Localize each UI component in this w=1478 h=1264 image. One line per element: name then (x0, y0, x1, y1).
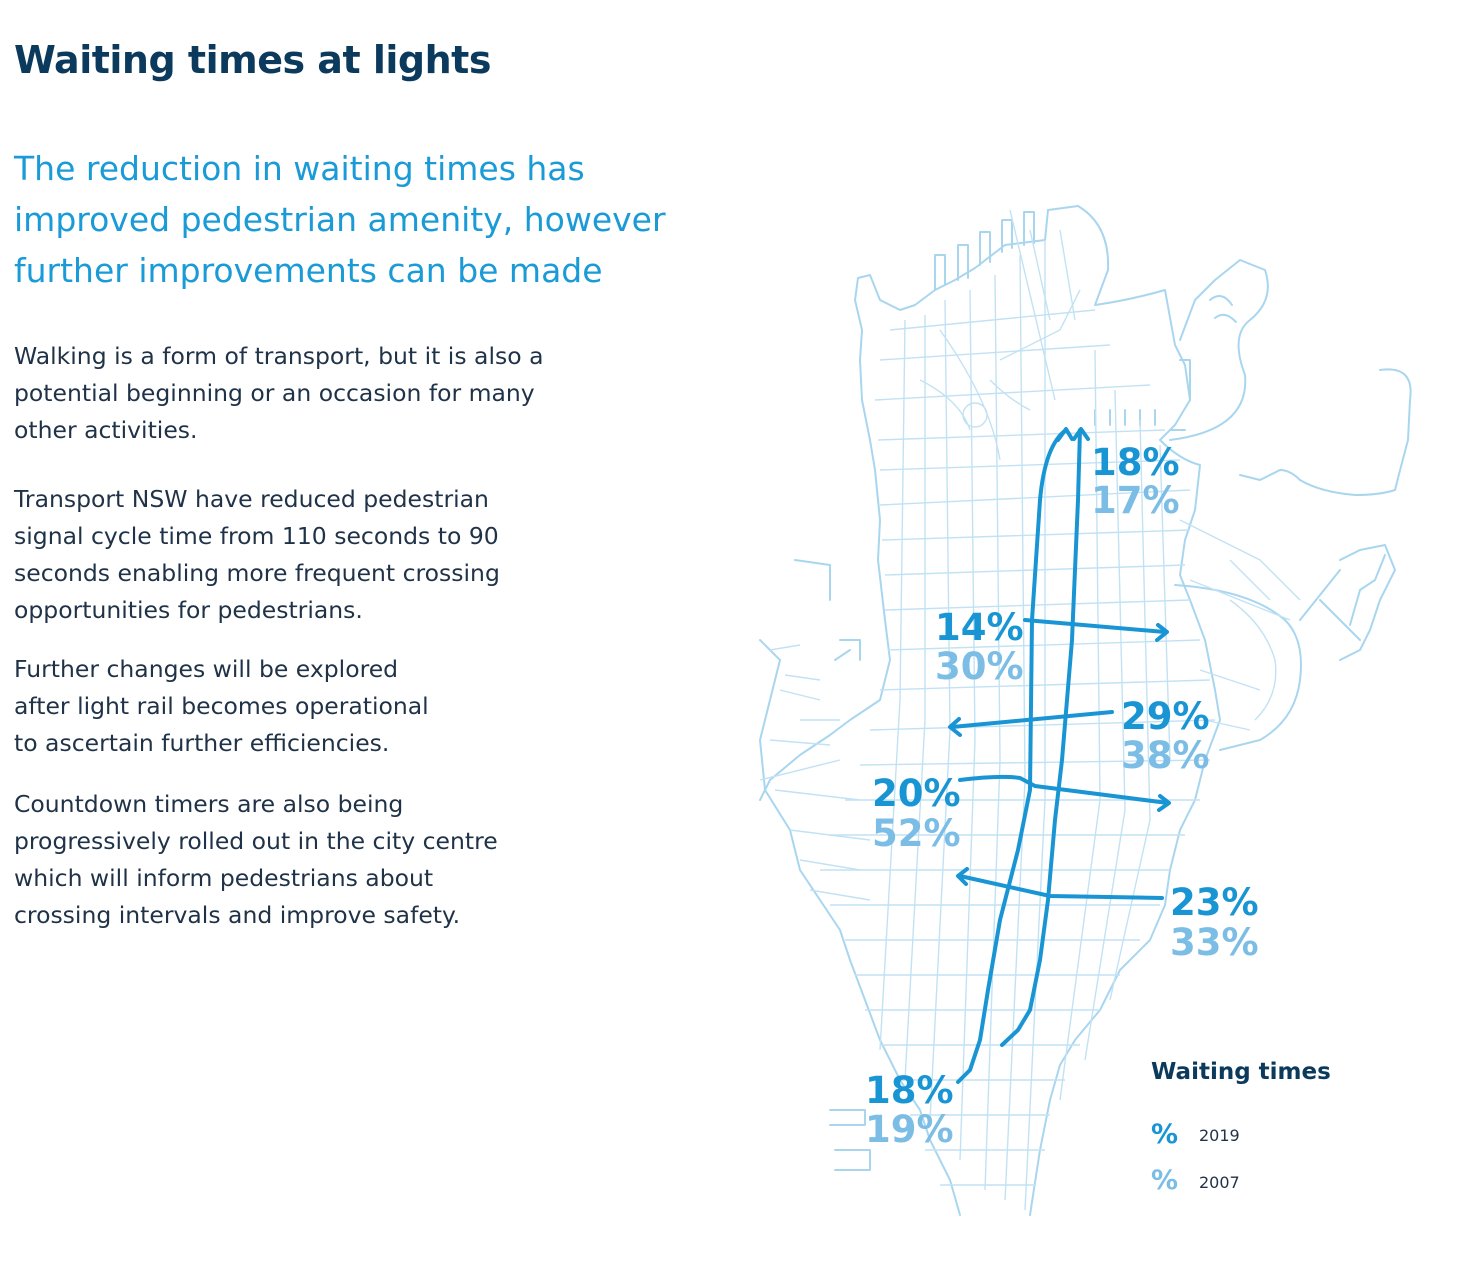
paragraph-line: potential beginning or an occasion for m… (14, 379, 535, 407)
label-south-2007: 19% (865, 1108, 954, 1151)
waiting-time-labels: 18% 17% 14% 30% 29% 38% 20% 52% 23% 33% … (865, 441, 1259, 1151)
paragraph-line: signal cycle time from 110 seconds to 90 (14, 522, 499, 550)
lead-statement: The reduction in waiting times has impro… (14, 143, 714, 296)
paragraph-line: other activities. (14, 416, 198, 444)
legend-symbol-2007: % (1151, 1165, 1178, 1196)
label-north-2019: 18% (1091, 441, 1180, 484)
paragraph-light-rail: Further changes will be explored after l… (14, 651, 429, 762)
paragraph-line: seconds enabling more frequent crossing (14, 559, 500, 587)
label-east-1-2007: 30% (935, 645, 1024, 688)
street-grid (759, 209, 1301, 1211)
legend-label-2019: 2019 (1199, 1126, 1240, 1145)
route-north-south-east (1000, 428, 1082, 1047)
arrow-west-1 (948, 717, 962, 737)
label-west-2-2007: 33% (1170, 921, 1259, 964)
legend-label-2007: 2007 (1199, 1173, 1240, 1192)
page-title: Waiting times at lights (14, 38, 491, 82)
paragraph-line: which will inform pedestrians about (14, 864, 434, 892)
lead-line: The reduction in waiting times has (14, 149, 585, 188)
walking-routes (950, 428, 1170, 1084)
label-west-1-2019: 29% (1121, 695, 1210, 738)
paragraph-line: crossing intervals and improve safety. (14, 901, 461, 929)
paragraph-walking: Walking is a form of transport, but it i… (14, 338, 543, 449)
label-south-2019: 18% (865, 1069, 954, 1112)
paragraph-line: Countdown timers are also being (14, 790, 404, 818)
label-west-2-2019: 23% (1170, 881, 1259, 924)
arrow-north-b (1072, 427, 1090, 441)
paragraph-line: after light rail becomes operational (14, 692, 429, 720)
map-legend: Waiting times % 2019 % 2007 (1151, 1059, 1331, 1196)
lead-line: improved pedestrian amenity, however (14, 200, 666, 239)
paragraph-line: Further changes will be explored (14, 655, 399, 683)
label-north-2007: 17% (1091, 479, 1180, 522)
route-arrowheads (948, 427, 1171, 886)
route-crossing-east-2 (958, 774, 1170, 805)
paragraph-signal-cycle: Transport NSW have reduced pedestrian si… (14, 481, 500, 629)
legend-title: Waiting times (1151, 1059, 1331, 1085)
route-crossing-west-1 (950, 710, 1114, 729)
arrow-east-1 (1155, 623, 1169, 642)
route-crossing-east-1 (1023, 618, 1167, 634)
lead-line: further improvements can be made (14, 251, 603, 290)
arrow-north-a (1056, 427, 1074, 442)
paragraph-line: to ascertain further efficiencies. (14, 729, 390, 757)
legend-symbol-2019: % (1151, 1119, 1178, 1150)
label-east-1-2019: 14% (935, 606, 1024, 649)
arrow-east-2 (1157, 794, 1171, 812)
arrow-west-2 (956, 867, 969, 886)
wharves (794, 211, 1386, 1171)
label-west-1-2007: 38% (1121, 734, 1210, 777)
paragraph-countdown-timers: Countdown timers are also being progress… (14, 786, 498, 934)
label-east-2-2019: 20% (872, 772, 961, 815)
route-crossing-west-2 (958, 874, 1164, 900)
paragraph-line: opportunities for pedestrians. (14, 596, 363, 624)
paragraph-line: Walking is a form of transport, but it i… (14, 342, 544, 370)
label-east-2-2007: 52% (872, 812, 961, 855)
paragraph-line: progressively rolled out in the city cen… (14, 827, 498, 855)
coastline (759, 205, 1412, 1216)
paragraph-line: Transport NSW have reduced pedestrian (14, 485, 489, 513)
